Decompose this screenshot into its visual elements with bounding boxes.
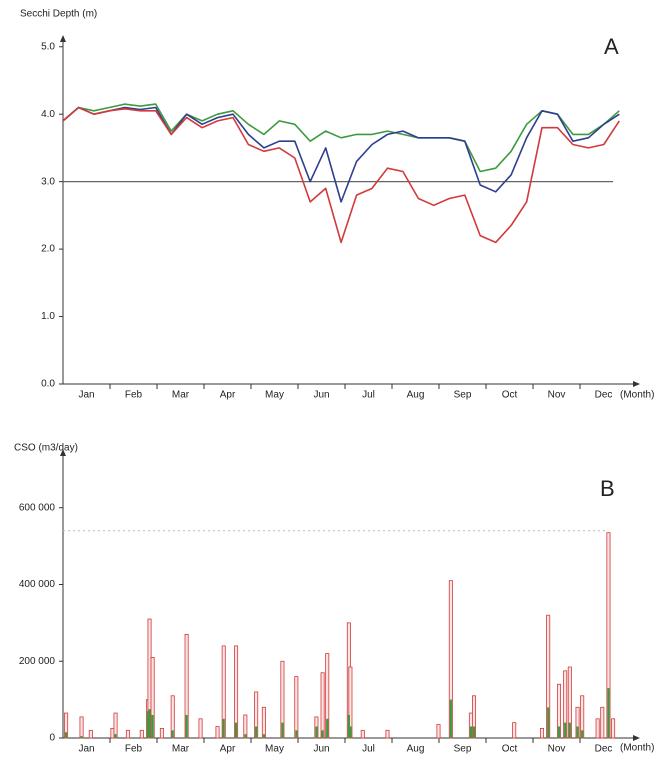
x-tick-label: Jun — [313, 744, 329, 755]
bar — [281, 722, 284, 738]
bar — [385, 729, 390, 739]
y-tick-label: 3.0 — [41, 176, 55, 187]
bar — [79, 716, 84, 739]
bar — [600, 706, 605, 739]
bar — [472, 726, 476, 738]
x-tick-label: Nov — [548, 744, 566, 755]
bar — [185, 714, 188, 738]
bar — [564, 722, 567, 738]
y-axis-label: Secchi Depth (m) — [20, 9, 97, 20]
x-tick-label: Jun — [313, 390, 329, 401]
x-tick-label: Jul — [362, 390, 375, 401]
bar — [512, 722, 517, 739]
bar — [255, 726, 258, 738]
x-tick-label: Apr — [220, 744, 236, 755]
x-tick-label: Feb — [125, 744, 143, 755]
x-tick-label: Feb — [125, 390, 143, 401]
bar — [80, 736, 83, 738]
series-line — [62, 106, 620, 203]
bar — [326, 718, 329, 738]
x-tick-label: Sep — [454, 744, 472, 755]
x-tick-label: Nov — [548, 390, 566, 401]
bar — [295, 730, 298, 738]
bar — [315, 726, 318, 738]
y-tick-label: 4.0 — [41, 109, 55, 120]
bar — [88, 729, 93, 739]
x-tick-label: Aug — [407, 744, 425, 755]
bar — [347, 714, 350, 738]
bar — [151, 714, 154, 738]
panel-label: A — [604, 34, 619, 59]
x-tick-label: Dec — [595, 744, 613, 755]
bar — [139, 729, 144, 739]
y-axis-label: CSO (m3/day) — [14, 443, 78, 454]
y-tick-label: 0 — [49, 733, 55, 744]
bar — [148, 709, 151, 738]
x-axis-label: (Month) — [620, 390, 654, 401]
series-line — [62, 106, 620, 244]
bar — [261, 706, 266, 739]
y-tick-label: 200 000 — [19, 656, 56, 667]
x-tick-label: Apr — [220, 390, 236, 401]
x-tick-label: Oct — [502, 390, 518, 401]
bar — [64, 732, 68, 738]
y-tick-label: 600 000 — [19, 502, 56, 513]
bar — [611, 718, 616, 739]
y-tick-label: 5.0 — [41, 41, 55, 52]
axis-arrow — [60, 35, 66, 42]
x-tick-label: Sep — [454, 390, 472, 401]
y-tick-label: 2.0 — [41, 244, 55, 255]
bar — [125, 729, 130, 739]
bar — [215, 726, 220, 739]
x-tick-label: Jan — [78, 744, 94, 755]
bar — [581, 730, 584, 738]
y-tick-label: 400 000 — [19, 579, 56, 590]
bar — [262, 734, 265, 738]
bar — [244, 734, 247, 738]
bar — [114, 734, 117, 738]
bar — [146, 711, 150, 738]
bar — [321, 730, 324, 738]
bar — [547, 707, 550, 738]
panel-label: B — [600, 476, 615, 501]
x-tick-label: May — [265, 390, 284, 401]
bar — [360, 729, 365, 739]
x-tick-label: Mar — [172, 744, 190, 755]
bar — [234, 722, 238, 738]
axis-arrow — [60, 449, 66, 456]
y-tick-label: 1.0 — [41, 311, 55, 322]
bar — [540, 728, 545, 739]
x-tick-label: May — [265, 744, 284, 755]
bar — [607, 688, 610, 738]
x-tick-label: Oct — [502, 744, 518, 755]
bar — [576, 726, 579, 738]
bar — [436, 724, 441, 739]
x-tick-label: Aug — [407, 390, 425, 401]
bar — [469, 726, 473, 738]
bar — [171, 730, 174, 738]
x-axis-label: (Month) — [620, 743, 654, 754]
bar — [595, 718, 600, 739]
axis-arrow — [633, 735, 640, 741]
x-tick-label: Dec — [595, 390, 613, 401]
x-tick-label: Jan — [78, 390, 94, 401]
series-line — [62, 103, 620, 173]
x-tick-label: Mar — [172, 390, 190, 401]
axis-arrow — [633, 381, 640, 387]
bar — [568, 722, 571, 738]
y-tick-label: 0.0 — [41, 379, 55, 390]
bar — [557, 726, 561, 738]
bar — [159, 728, 164, 739]
bar — [449, 699, 452, 738]
bar — [222, 718, 225, 738]
bar — [320, 672, 325, 739]
x-tick-label: Jul — [362, 744, 375, 755]
bar — [349, 726, 352, 738]
bar — [294, 676, 299, 739]
bar — [198, 718, 203, 739]
